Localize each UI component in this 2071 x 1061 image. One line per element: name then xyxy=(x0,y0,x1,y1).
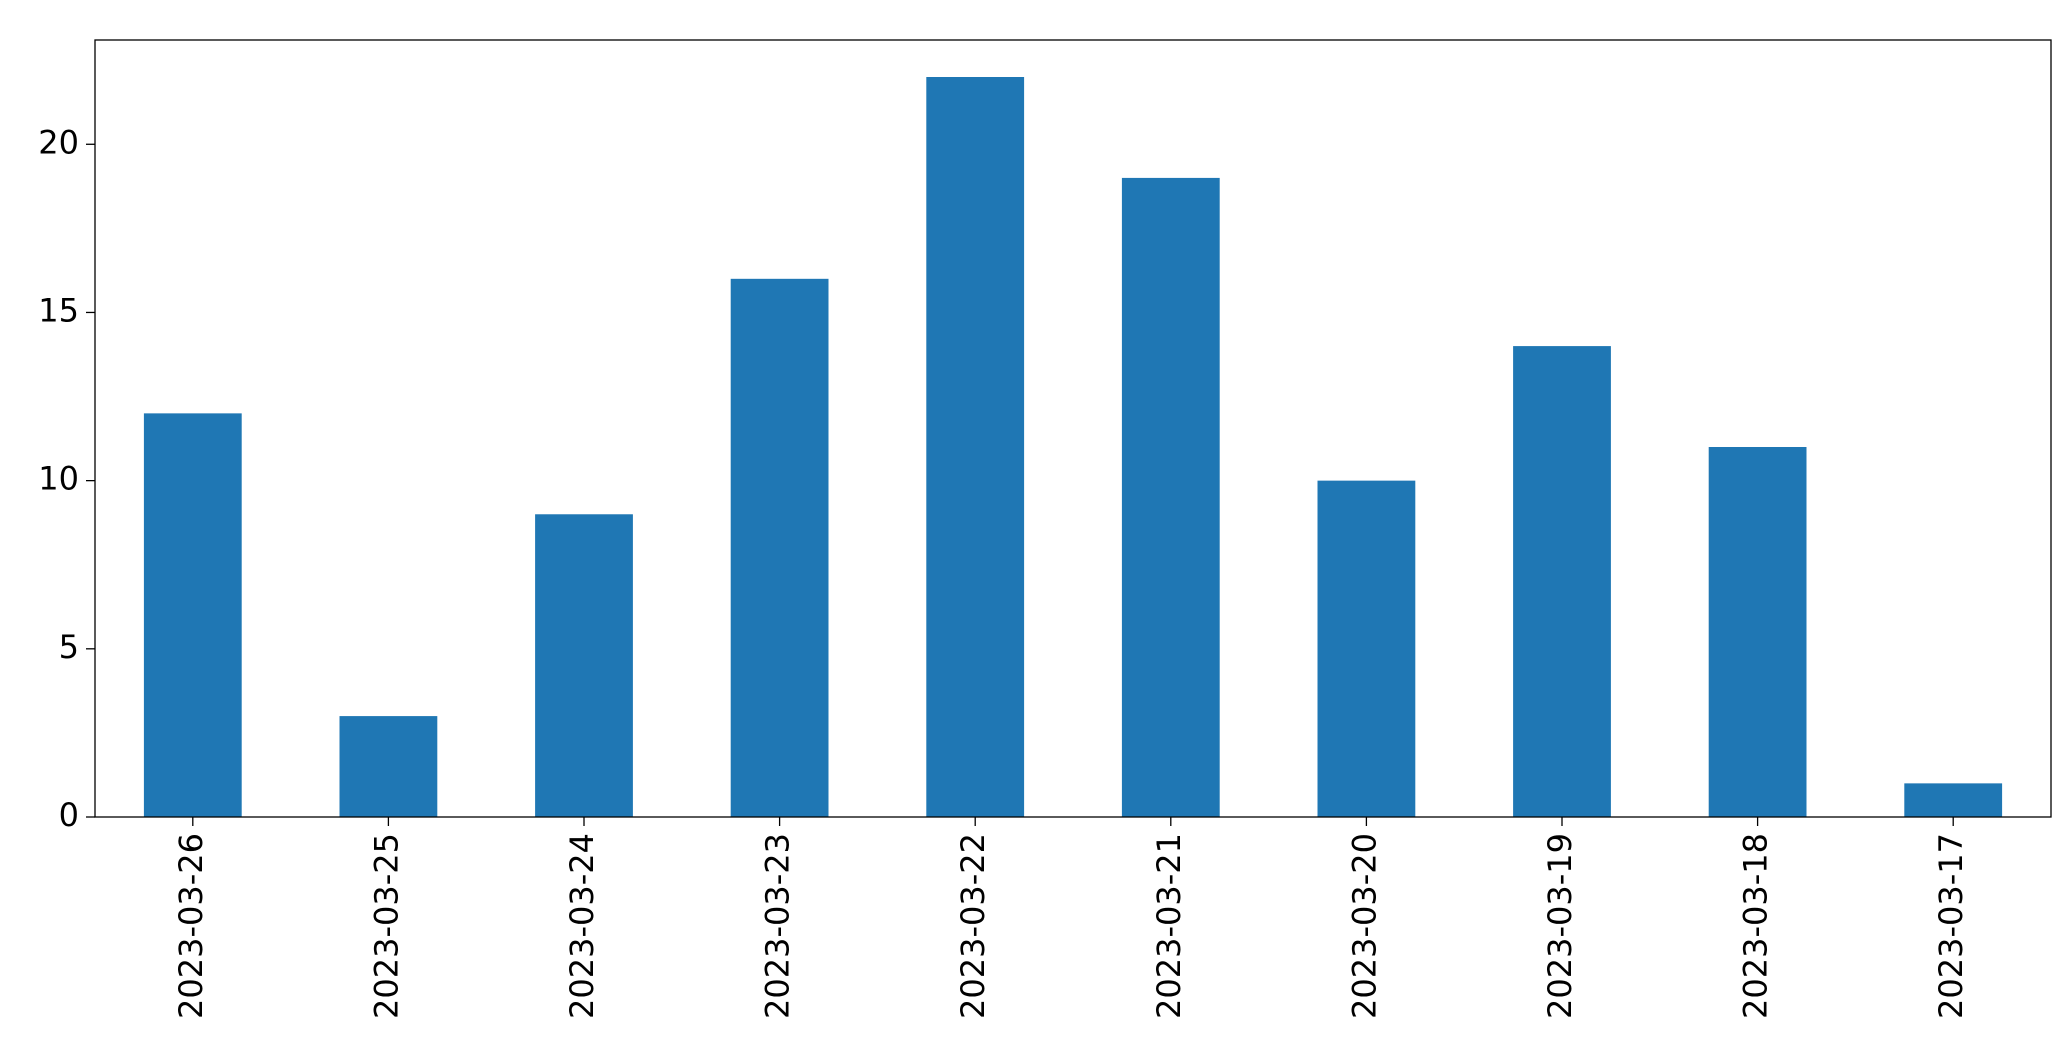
x-tick-label: 2023-03-19 xyxy=(1541,833,1579,1019)
x-tick-label: 2023-03-20 xyxy=(1345,833,1383,1019)
y-tick-label: 0 xyxy=(59,796,79,834)
x-tick-label: 2023-03-22 xyxy=(954,833,992,1019)
bar xyxy=(143,413,242,817)
y-tick-label: 15 xyxy=(38,291,79,329)
bar xyxy=(1121,177,1220,818)
bar xyxy=(339,716,438,817)
plot-frame xyxy=(94,39,2052,818)
bar xyxy=(1708,447,1807,817)
y-tick-label: 10 xyxy=(38,460,79,498)
y-tick-label: 20 xyxy=(38,123,79,161)
x-tick-label: 2023-03-23 xyxy=(759,833,797,1019)
x-tick-label: 2023-03-25 xyxy=(367,833,405,1019)
x-tick-label: 2023-03-24 xyxy=(563,833,601,1019)
bar xyxy=(1904,783,2003,817)
bar xyxy=(1317,480,1416,817)
x-tick-label: 2023-03-17 xyxy=(1932,833,1970,1019)
x-tick-label: 2023-03-21 xyxy=(1150,833,1188,1019)
x-tick-label: 2023-03-18 xyxy=(1737,833,1775,1019)
bar xyxy=(535,514,633,817)
bar xyxy=(1513,346,1611,817)
x-tick-label: 2023-03-26 xyxy=(172,833,210,1019)
bar xyxy=(730,278,829,817)
y-tick-label: 5 xyxy=(59,628,79,666)
bar xyxy=(926,77,1025,817)
